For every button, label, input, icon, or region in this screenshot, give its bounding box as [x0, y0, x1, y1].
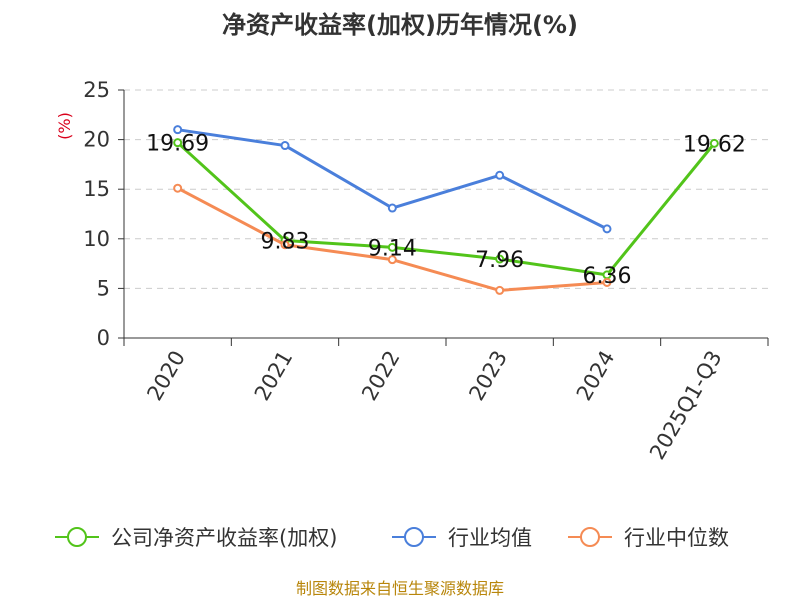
x-tick-label: 2025Q1-Q3: [645, 347, 727, 464]
source-note: 制图数据来自恒生聚源数据库: [296, 579, 504, 598]
series-point-1: [495, 170, 505, 180]
y-tick-label: 5: [97, 276, 110, 300]
y-axis-label: (%): [55, 112, 74, 140]
y-tick-label: 10: [83, 227, 110, 251]
series-point-2: [602, 277, 612, 287]
y-tick-label: 20: [83, 128, 110, 152]
x-tick-label: 2021: [250, 347, 298, 405]
legend-marker: [67, 527, 87, 547]
x-tick-label: 2022: [357, 347, 405, 405]
series-point-2: [280, 240, 290, 250]
x-tick-label: 2023: [464, 346, 512, 404]
series-point-2: [173, 183, 183, 193]
legend-item-1[interactable]: 行业均值: [392, 526, 532, 550]
series-point-2: [495, 285, 505, 295]
data-label: 9.83: [261, 229, 310, 254]
legend-label: 公司净资产收益率(加权): [111, 526, 337, 550]
series-line-1: [177, 128, 608, 231]
y-tick-label: 25: [83, 78, 110, 102]
grid: [124, 89, 768, 289]
series-point-2: [387, 255, 397, 265]
chart-title: 净资产收益率(加权)历年情况(%): [222, 11, 578, 39]
x-tick-label: 2020: [142, 347, 190, 405]
x-tick-label: 2024: [572, 347, 620, 405]
data-label: 9.14: [368, 236, 417, 261]
series-point-1: [280, 141, 290, 151]
series-point-0: [173, 138, 183, 148]
data-label: 19.62: [683, 132, 746, 157]
series-point-0: [495, 254, 505, 264]
series-layer: [173, 125, 719, 295]
legend-label: 行业均值: [448, 526, 532, 550]
y-tick-label: 0: [97, 326, 110, 350]
legend-marker: [404, 527, 424, 547]
series-point-0: [387, 242, 397, 252]
data-label: 6.36: [583, 264, 632, 289]
data-label: 7.96: [475, 248, 524, 273]
series-point-1: [173, 125, 183, 135]
y-tick-label: 15: [83, 177, 110, 201]
series-line-0: [176, 141, 716, 277]
data-labels: 19.69 9.83 9.14 7.96 6.36 19.62: [146, 132, 746, 289]
data-label: 19.69: [146, 132, 209, 157]
series-point-1: [602, 224, 612, 234]
series-point-0: [709, 138, 719, 148]
legend[interactable]: 公司净资产收益率(加权) 行业均值 行业中位数: [55, 526, 729, 550]
legend-label: 行业中位数: [624, 526, 729, 550]
legend-item-0[interactable]: 公司净资产收益率(加权): [55, 526, 337, 550]
legend-marker: [580, 527, 600, 547]
legend-item-2[interactable]: 行业中位数: [568, 526, 729, 550]
series-point-1: [387, 203, 397, 213]
